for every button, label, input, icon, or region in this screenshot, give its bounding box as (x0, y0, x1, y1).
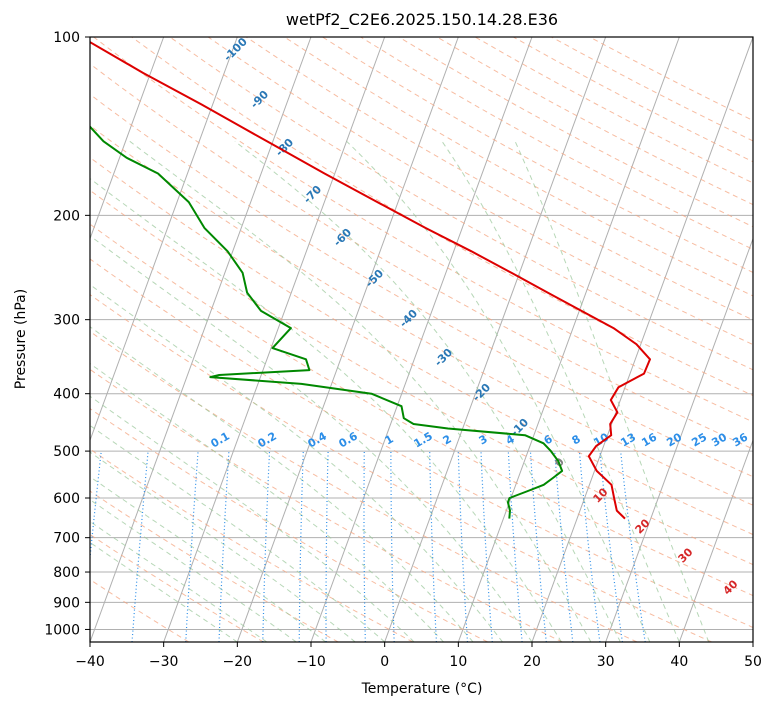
dry-adiabat-line (90, 258, 753, 628)
x-tick-label: 40 (670, 654, 688, 670)
y-tick-label: 500 (53, 444, 80, 460)
dry-adiabat-line (90, 223, 753, 597)
chart-title: wetPf2_C2E6.2025.150.14.28.E36 (286, 10, 558, 30)
dry-adiabat-line (90, 93, 753, 478)
y-axis-label: Pressure (hPa) (13, 289, 29, 389)
isotherm-line (163, 37, 386, 642)
dry-adiabat-line (90, 368, 563, 642)
y-tick-label: 700 (53, 531, 80, 547)
moist-adiabat-line (90, 363, 444, 642)
moist-adiabat-line (90, 177, 562, 642)
x-tick-label: 30 (597, 654, 615, 670)
mixing-ratio-line (298, 451, 304, 642)
isotherm-line (605, 237, 753, 642)
isotherm-line (678, 438, 753, 642)
y-tick-label: 400 (53, 387, 80, 403)
x-axis-label: Temperature (°C) (361, 681, 483, 697)
moist-adiabat-line (90, 235, 533, 642)
isotherm-line (531, 37, 753, 642)
moist-adiabat-line (234, 140, 621, 642)
x-tick-label: 0 (380, 654, 389, 670)
mixing-ratio-line (363, 451, 366, 642)
dry-adiabat-line (93, 37, 753, 423)
plot-frame (89, 36, 754, 643)
mixing-ratio-line (325, 451, 329, 642)
dry-adiabat-line (90, 294, 712, 642)
x-tick-label: −10 (296, 654, 326, 670)
x-tick-label: −40 (75, 654, 105, 670)
dry-adiabat-line (90, 189, 753, 566)
moist-adiabat-line (90, 283, 503, 642)
moist-adiabat-line (90, 476, 327, 642)
dry-adiabat-line (284, 37, 753, 297)
moist-adiabat-line (90, 451, 356, 642)
isotherm-line (90, 37, 312, 642)
x-tick-label: −30 (149, 654, 179, 670)
mixing-ratio-line (262, 451, 271, 642)
y-tick-label: 800 (53, 565, 80, 581)
moist-adiabat-line (129, 140, 592, 642)
reference-lines (90, 37, 753, 642)
isotherm-line (90, 37, 238, 442)
x-tick-label: 20 (523, 654, 541, 670)
isotherm-line (384, 37, 607, 642)
temperature-profile-line (90, 40, 651, 520)
mixing-ratio-line (218, 451, 230, 642)
y-tick-label: 100 (53, 30, 80, 46)
y-tick-label: 900 (53, 595, 80, 611)
dry-adiabat-line (169, 37, 753, 371)
dry-adiabat-line (90, 156, 753, 536)
x-tick-label: 50 (744, 654, 762, 670)
x-tick-label: 10 (449, 654, 467, 670)
dry-adiabat-line (207, 37, 753, 346)
profile-lines (90, 40, 651, 520)
moist-adiabat-line (441, 141, 680, 642)
dry-adiabat-line (90, 407, 488, 642)
y-tick-label: 600 (53, 491, 80, 507)
x-tick-label: −20 (223, 654, 253, 670)
mixing-ratio-line (429, 451, 437, 642)
mixing-ratio-line (457, 451, 469, 642)
y-tick-label: 200 (53, 208, 80, 224)
isotherm-line (90, 37, 165, 241)
isotherm-line (236, 37, 459, 642)
moist-adiabat-line (90, 395, 415, 642)
moist-adiabat-line (346, 140, 651, 642)
dry-adiabat-line (90, 533, 264, 642)
x-axis: −40 −30 −20 −10 0 10 20 30 40 50 (75, 642, 762, 670)
mixing-ratio-line (480, 451, 493, 642)
y-tick-label: 1000 (44, 622, 80, 638)
moist-adiabat-line (514, 141, 710, 642)
dry-adiabat-line (90, 448, 414, 642)
y-axis: 100 200 300 400 500 600 700 800 900 1000 (44, 30, 90, 638)
y-tick-label: 300 (53, 313, 80, 329)
mixing-ratio-line (185, 451, 199, 642)
dewpoint-profile-line (90, 125, 564, 519)
mixing-ratio-line (390, 451, 395, 642)
plot-area: -100-90-80-70-60-50-40-30-20-100.1 0.2 0.4… (89, 36, 754, 643)
